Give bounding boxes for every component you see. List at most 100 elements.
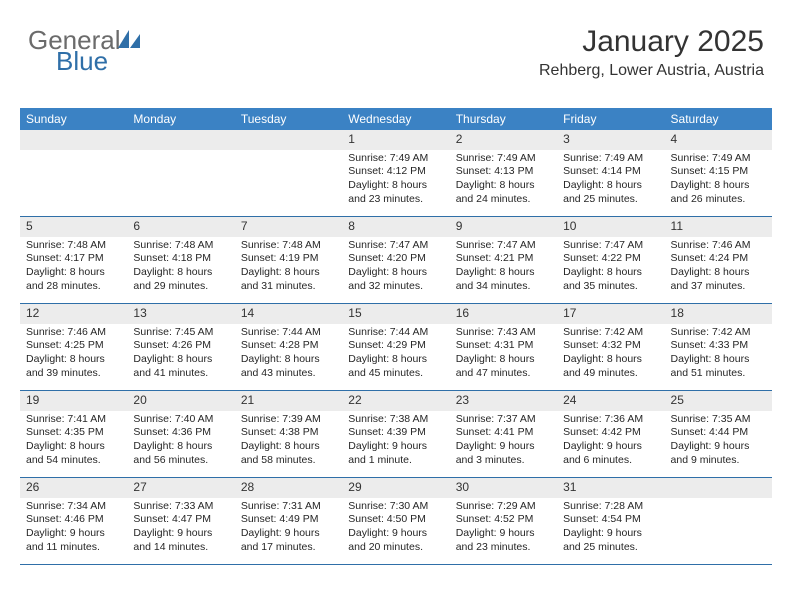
day-body: Sunrise: 7:38 AMSunset: 4:39 PMDaylight:… <box>342 411 449 472</box>
day-cell: 31Sunrise: 7:28 AMSunset: 4:54 PMDayligh… <box>557 478 664 564</box>
day-number: 19 <box>26 393 39 407</box>
day-number-row: 10 <box>557 217 664 237</box>
sunrise-text: Sunrise: 7:46 AM <box>26 326 121 340</box>
day-body: Sunrise: 7:48 AMSunset: 4:17 PMDaylight:… <box>20 237 127 298</box>
week-row: 5Sunrise: 7:48 AMSunset: 4:17 PMDaylight… <box>20 217 772 304</box>
day-number: 16 <box>456 306 469 320</box>
day-cell: 26Sunrise: 7:34 AMSunset: 4:46 PMDayligh… <box>20 478 127 564</box>
sunrise-text: Sunrise: 7:36 AM <box>563 413 658 427</box>
dow-tuesday: Tuesday <box>235 108 342 130</box>
sunset-text: Sunset: 4:12 PM <box>348 165 443 179</box>
day-cell: 1Sunrise: 7:49 AMSunset: 4:12 PMDaylight… <box>342 130 449 216</box>
day-number-row: 26 <box>20 478 127 498</box>
sunset-text: Sunset: 4:25 PM <box>26 339 121 353</box>
day-number-row: 24 <box>557 391 664 411</box>
day-cell: 11Sunrise: 7:46 AMSunset: 4:24 PMDayligh… <box>665 217 772 303</box>
daylight-text: Daylight: 8 hours and 39 minutes. <box>26 353 121 380</box>
day-body: Sunrise: 7:45 AMSunset: 4:26 PMDaylight:… <box>127 324 234 385</box>
day-cell: 8Sunrise: 7:47 AMSunset: 4:20 PMDaylight… <box>342 217 449 303</box>
day-number: 17 <box>563 306 576 320</box>
sunset-text: Sunset: 4:15 PM <box>671 165 766 179</box>
day-body: Sunrise: 7:47 AMSunset: 4:20 PMDaylight:… <box>342 237 449 298</box>
daylight-text: Daylight: 9 hours and 6 minutes. <box>563 440 658 467</box>
day-number: 20 <box>133 393 146 407</box>
day-number: 27 <box>133 480 146 494</box>
day-number-row: 19 <box>20 391 127 411</box>
day-number-row: 15 <box>342 304 449 324</box>
sunset-text: Sunset: 4:19 PM <box>241 252 336 266</box>
sunrise-text: Sunrise: 7:48 AM <box>133 239 228 253</box>
sunrise-text: Sunrise: 7:49 AM <box>456 152 551 166</box>
sunset-text: Sunset: 4:54 PM <box>563 513 658 527</box>
day-body: Sunrise: 7:46 AMSunset: 4:24 PMDaylight:… <box>665 237 772 298</box>
day-number: 31 <box>563 480 576 494</box>
daylight-text: Daylight: 8 hours and 37 minutes. <box>671 266 766 293</box>
day-number: 13 <box>133 306 146 320</box>
day-body: Sunrise: 7:48 AMSunset: 4:18 PMDaylight:… <box>127 237 234 298</box>
day-body: Sunrise: 7:42 AMSunset: 4:32 PMDaylight:… <box>557 324 664 385</box>
day-body: Sunrise: 7:31 AMSunset: 4:49 PMDaylight:… <box>235 498 342 559</box>
day-number-row: 11 <box>665 217 772 237</box>
sunrise-text: Sunrise: 7:40 AM <box>133 413 228 427</box>
day-cell: 25Sunrise: 7:35 AMSunset: 4:44 PMDayligh… <box>665 391 772 477</box>
daylight-text: Daylight: 8 hours and 51 minutes. <box>671 353 766 380</box>
day-number-row: 9 <box>450 217 557 237</box>
sunrise-text: Sunrise: 7:42 AM <box>563 326 658 340</box>
day-number: 28 <box>241 480 254 494</box>
location-subtitle: Rehberg, Lower Austria, Austria <box>539 62 764 80</box>
sunrise-text: Sunrise: 7:42 AM <box>671 326 766 340</box>
day-number-row: 18 <box>665 304 772 324</box>
day-number-row <box>235 130 342 150</box>
day-number: 9 <box>456 219 463 233</box>
day-number-row: 16 <box>450 304 557 324</box>
calendar: SundayMondayTuesdayWednesdayThursdayFrid… <box>20 108 772 565</box>
day-body <box>235 150 342 156</box>
sunset-text: Sunset: 4:17 PM <box>26 252 121 266</box>
day-number: 4 <box>671 132 678 146</box>
day-number-row: 31 <box>557 478 664 498</box>
sunset-text: Sunset: 4:35 PM <box>26 426 121 440</box>
daylight-text: Daylight: 9 hours and 3 minutes. <box>456 440 551 467</box>
day-body: Sunrise: 7:46 AMSunset: 4:25 PMDaylight:… <box>20 324 127 385</box>
day-number-row: 30 <box>450 478 557 498</box>
sunrise-text: Sunrise: 7:37 AM <box>456 413 551 427</box>
dow-monday: Monday <box>127 108 234 130</box>
sunset-text: Sunset: 4:46 PM <box>26 513 121 527</box>
sunrise-text: Sunrise: 7:41 AM <box>26 413 121 427</box>
day-cell: 6Sunrise: 7:48 AMSunset: 4:18 PMDaylight… <box>127 217 234 303</box>
daylight-text: Daylight: 8 hours and 58 minutes. <box>241 440 336 467</box>
sunrise-text: Sunrise: 7:28 AM <box>563 500 658 514</box>
day-body: Sunrise: 7:47 AMSunset: 4:21 PMDaylight:… <box>450 237 557 298</box>
sunset-text: Sunset: 4:24 PM <box>671 252 766 266</box>
daylight-text: Daylight: 8 hours and 28 minutes. <box>26 266 121 293</box>
daylight-text: Daylight: 8 hours and 23 minutes. <box>348 179 443 206</box>
day-cell: 10Sunrise: 7:47 AMSunset: 4:22 PMDayligh… <box>557 217 664 303</box>
day-number: 10 <box>563 219 576 233</box>
day-number: 12 <box>26 306 39 320</box>
sunrise-text: Sunrise: 7:33 AM <box>133 500 228 514</box>
sunrise-text: Sunrise: 7:47 AM <box>456 239 551 253</box>
day-body: Sunrise: 7:43 AMSunset: 4:31 PMDaylight:… <box>450 324 557 385</box>
day-body: Sunrise: 7:41 AMSunset: 4:35 PMDaylight:… <box>20 411 127 472</box>
day-number: 14 <box>241 306 254 320</box>
day-cell: 24Sunrise: 7:36 AMSunset: 4:42 PMDayligh… <box>557 391 664 477</box>
day-body <box>665 498 772 504</box>
sunrise-text: Sunrise: 7:29 AM <box>456 500 551 514</box>
sunrise-text: Sunrise: 7:39 AM <box>241 413 336 427</box>
sunset-text: Sunset: 4:22 PM <box>563 252 658 266</box>
sunset-text: Sunset: 4:36 PM <box>133 426 228 440</box>
daylight-text: Daylight: 8 hours and 47 minutes. <box>456 353 551 380</box>
day-number-row <box>665 478 772 498</box>
day-cell: 4Sunrise: 7:49 AMSunset: 4:15 PMDaylight… <box>665 130 772 216</box>
sunset-text: Sunset: 4:26 PM <box>133 339 228 353</box>
day-number: 23 <box>456 393 469 407</box>
day-number-row: 29 <box>342 478 449 498</box>
daylight-text: Daylight: 8 hours and 45 minutes. <box>348 353 443 380</box>
day-number: 5 <box>26 219 33 233</box>
day-body: Sunrise: 7:44 AMSunset: 4:29 PMDaylight:… <box>342 324 449 385</box>
sunrise-text: Sunrise: 7:30 AM <box>348 500 443 514</box>
day-of-week-header: SundayMondayTuesdayWednesdayThursdayFrid… <box>20 108 772 130</box>
sunset-text: Sunset: 4:50 PM <box>348 513 443 527</box>
day-body: Sunrise: 7:49 AMSunset: 4:13 PMDaylight:… <box>450 150 557 211</box>
logo-text-blue: Blue <box>56 49 121 74</box>
